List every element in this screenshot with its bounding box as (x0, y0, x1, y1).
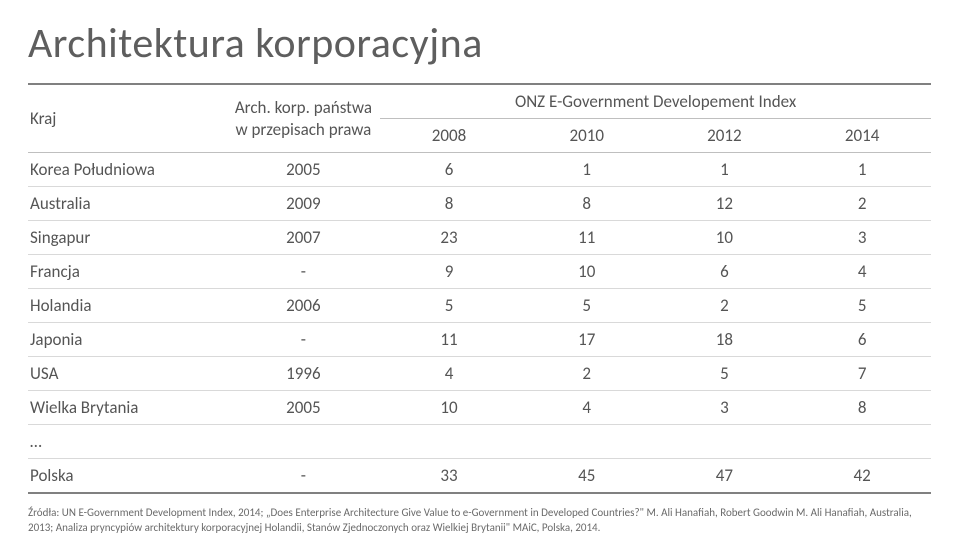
cell-v1: 1 (518, 153, 656, 187)
table-row: Wielka Brytania 2005 10 4 3 8 (28, 391, 931, 425)
cell-year: 2005 (227, 391, 381, 425)
header-arch-line1: Arch. korp. państwa (235, 97, 372, 118)
cell-year: - (227, 255, 381, 289)
source-footnote: Źródła: UN E-Government Development Inde… (28, 506, 931, 536)
cell-v2: 18 (656, 323, 794, 357)
cell-v2: 1 (656, 153, 794, 187)
cell-country: Wielka Brytania (28, 391, 227, 425)
header-2008: 2008 (380, 119, 518, 153)
cell-year: - (227, 323, 381, 357)
cell-v2: 2 (656, 289, 794, 323)
ellipsis-cell: … (28, 425, 931, 459)
title-part-c: orporacyjna (273, 18, 482, 69)
cell-v0: 5 (380, 289, 518, 323)
table-row: Holandia 2006 5 5 2 5 (28, 289, 931, 323)
cell-v3: 42 (793, 459, 931, 494)
table-row: Australia 2009 8 8 12 2 (28, 187, 931, 221)
table-row: Korea Południowa 2005 6 1 1 1 (28, 153, 931, 187)
cell-year: 2005 (227, 153, 381, 187)
cell-v0: 6 (380, 153, 518, 187)
cell-country: Australia (28, 187, 227, 221)
cell-v3: 6 (793, 323, 931, 357)
data-table: Kraj Arch. korp. państwa w przepisach pr… (28, 83, 931, 494)
cell-v1: 10 (518, 255, 656, 289)
cell-v2: 12 (656, 187, 794, 221)
cell-v0: 10 (380, 391, 518, 425)
cell-year: 2006 (227, 289, 381, 323)
table-row: Singapur 2007 23 11 10 3 (28, 221, 931, 255)
title-part-b: k (255, 18, 273, 69)
cell-v0: 23 (380, 221, 518, 255)
cell-year: 2007 (227, 221, 381, 255)
cell-v3: 7 (793, 357, 931, 391)
title-part-a: Architektura (28, 18, 255, 69)
table-row: USA 1996 4 2 5 7 (28, 357, 931, 391)
cell-country: Singapur (28, 221, 227, 255)
cell-v2: 5 (656, 357, 794, 391)
header-2012: 2012 (656, 119, 794, 153)
cell-v0: 11 (380, 323, 518, 357)
cell-v2: 3 (656, 391, 794, 425)
header-arch-line2: w przepisach prawa (235, 119, 371, 140)
cell-v0: 33 (380, 459, 518, 494)
cell-v2: 10 (656, 221, 794, 255)
cell-v3: 3 (793, 221, 931, 255)
cell-country: Francja (28, 255, 227, 289)
cell-v3: 8 (793, 391, 931, 425)
cell-country: USA (28, 357, 227, 391)
cell-v2: 47 (656, 459, 794, 494)
cell-v1: 2 (518, 357, 656, 391)
cell-year: 2009 (227, 187, 381, 221)
header-2014: 2014 (793, 119, 931, 153)
cell-v1: 17 (518, 323, 656, 357)
table-row-poland: Polska - 33 45 47 42 (28, 459, 931, 494)
cell-country: Polska (28, 459, 227, 494)
cell-v1: 8 (518, 187, 656, 221)
cell-v0: 4 (380, 357, 518, 391)
cell-v1: 4 (518, 391, 656, 425)
header-2010: 2010 (518, 119, 656, 153)
table-body: Korea Południowa 2005 6 1 1 1 Australia … (28, 153, 931, 494)
cell-year: 1996 (227, 357, 381, 391)
cell-country: Korea Południowa (28, 153, 227, 187)
cell-v0: 9 (380, 255, 518, 289)
cell-v1: 11 (518, 221, 656, 255)
header-index-group: ONZ E-Government Developement Index (380, 84, 931, 119)
cell-country: Japonia (28, 323, 227, 357)
cell-v1: 45 (518, 459, 656, 494)
table-row: Japonia - 11 17 18 6 (28, 323, 931, 357)
cell-v0: 8 (380, 187, 518, 221)
page-title: Architektura korporacyjna (28, 18, 931, 69)
cell-v3: 5 (793, 289, 931, 323)
table-row: Francja - 9 10 6 4 (28, 255, 931, 289)
cell-v3: 4 (793, 255, 931, 289)
cell-country: Holandia (28, 289, 227, 323)
cell-v3: 1 (793, 153, 931, 187)
cell-year: - (227, 459, 381, 494)
cell-v3: 2 (793, 187, 931, 221)
header-country: Kraj (28, 84, 227, 153)
cell-v1: 5 (518, 289, 656, 323)
table-row-ellipsis: … (28, 425, 931, 459)
header-arch: Arch. korp. państwa w przepisach prawa (227, 84, 381, 153)
cell-v2: 6 (656, 255, 794, 289)
